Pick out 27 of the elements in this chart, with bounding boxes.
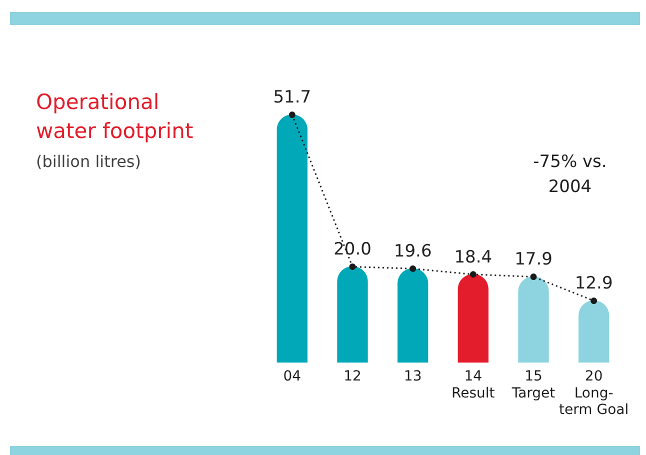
point: [590, 298, 598, 304]
bar: [518, 276, 549, 363]
text: (billion litres): [36, 152, 142, 171]
chart-title: Operational water footprint: [36, 89, 194, 145]
bar: [398, 268, 428, 363]
x-tick-label: 14 Result: [452, 368, 496, 402]
bar: [458, 274, 488, 363]
x-tick-label: 04: [283, 368, 302, 385]
data-label: 19.6: [394, 242, 432, 262]
point: [470, 271, 476, 278]
x-tick-label: 13: [404, 368, 422, 385]
data-label: 18.4: [454, 247, 492, 268]
data-label: 12.9: [574, 274, 613, 294]
x-tick-label: 15 Target: [510, 368, 556, 402]
point: [349, 263, 356, 270]
data-label: 17.9: [514, 250, 552, 270]
point: [410, 265, 416, 272]
bar: [276, 114, 308, 363]
point: [288, 112, 296, 118]
bar: [578, 300, 610, 363]
data-label: 20.0: [334, 240, 372, 260]
annotation: -75% vs. 2004: [532, 151, 608, 199]
x-tick-label: 12: [344, 368, 362, 385]
bar: [337, 266, 368, 363]
x-tick-label: 20 Long- term Goal: [559, 368, 629, 418]
point: [530, 274, 537, 280]
data-label: 51.7: [273, 88, 312, 108]
